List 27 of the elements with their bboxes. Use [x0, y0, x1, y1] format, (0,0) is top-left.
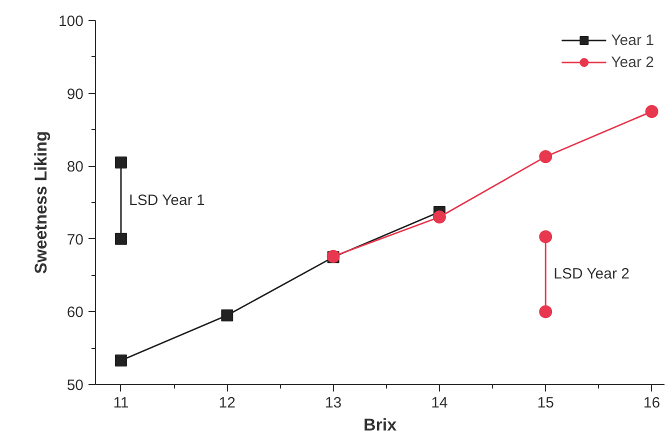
- point: [114, 156, 127, 168]
- point: [645, 105, 658, 118]
- point: [539, 305, 552, 318]
- legend-label: Year 1: [611, 32, 654, 48]
- x-tick-label: 13: [324, 394, 342, 412]
- point: [539, 230, 552, 244]
- y-tick-label: 70: [66, 231, 84, 248]
- point: [114, 232, 127, 245]
- y-tick-label: 80: [66, 158, 84, 176]
- point: [114, 354, 127, 366]
- x-tick-label: 15: [537, 394, 554, 412]
- x-tick-label: 14: [431, 394, 448, 412]
- y-axis-title: Sweetness Liking: [31, 131, 50, 274]
- y-tick-label: 90: [66, 86, 84, 103]
- y-tick-label: 50: [66, 377, 84, 394]
- point: [539, 150, 552, 164]
- legend-label: Year 2: [611, 54, 654, 70]
- annotation: LSD Year 1: [128, 192, 205, 210]
- y-tick-label: 60: [66, 304, 84, 322]
- point: [432, 210, 446, 224]
- y-tick-label: 100: [58, 13, 84, 30]
- x-tick-label: 11: [113, 394, 129, 412]
- x-axis-title: Brix: [363, 416, 398, 434]
- annotation: LSD Year 2: [554, 266, 630, 283]
- x-tick-label: 12: [218, 394, 236, 412]
- x-tick-label: 16: [643, 394, 660, 412]
- point: [221, 309, 234, 322]
